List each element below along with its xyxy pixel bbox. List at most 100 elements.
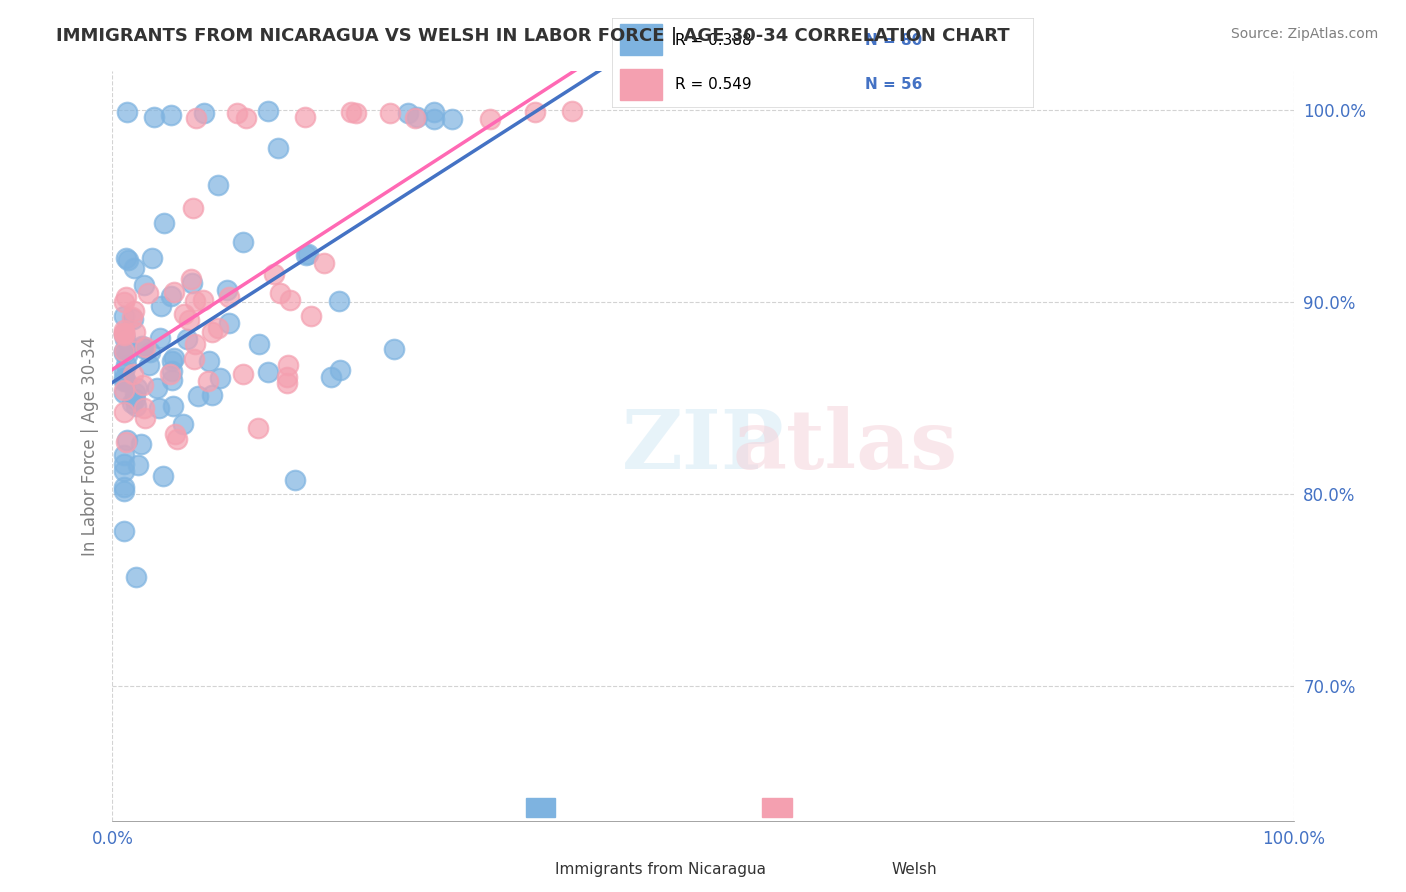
Point <box>276 370 298 384</box>
Point <box>124 385 146 400</box>
Point <box>201 325 224 339</box>
Point <box>141 251 163 265</box>
Point <box>115 433 138 447</box>
Point <box>423 112 446 126</box>
Point <box>423 105 446 120</box>
Point <box>136 285 159 300</box>
Text: Source: ZipAtlas.com: Source: ZipAtlas.com <box>1230 27 1378 41</box>
Point <box>207 178 229 193</box>
Point <box>112 371 135 385</box>
Point <box>139 344 162 359</box>
Point <box>263 267 285 281</box>
Point <box>124 325 146 339</box>
Point <box>114 358 136 372</box>
Point <box>181 201 204 215</box>
Point <box>112 295 135 310</box>
Point <box>112 364 135 378</box>
Point <box>121 396 143 410</box>
Point <box>524 105 547 120</box>
Point <box>235 111 257 125</box>
Point <box>112 328 135 343</box>
Point <box>125 399 148 413</box>
Point <box>193 105 215 120</box>
Text: atlas: atlas <box>733 406 957 486</box>
Point <box>148 401 170 415</box>
Point <box>122 303 145 318</box>
Point <box>404 112 426 126</box>
Point <box>207 321 229 335</box>
Point <box>115 434 138 449</box>
Point <box>382 343 405 357</box>
Point <box>184 293 207 308</box>
Point <box>160 354 183 368</box>
Point <box>162 399 184 413</box>
Point <box>232 235 254 250</box>
Point <box>112 326 135 341</box>
Point <box>329 363 352 377</box>
Point <box>112 343 135 358</box>
Point <box>294 248 316 262</box>
Point <box>115 290 138 304</box>
Text: Immigrants from Nicaragua: Immigrants from Nicaragua <box>555 863 766 877</box>
Point <box>187 388 209 402</box>
Point <box>328 293 350 308</box>
Point <box>125 570 148 584</box>
Point <box>153 216 176 230</box>
Point <box>112 375 135 389</box>
Text: IMMIGRANTS FROM NICARAGUA VS WELSH IN LABOR FORCE | AGE 30-34 CORRELATION CHART: IMMIGRANTS FROM NICARAGUA VS WELSH IN LA… <box>56 27 1010 45</box>
Point <box>112 448 135 462</box>
Point <box>299 310 322 324</box>
Point <box>181 276 204 290</box>
Point <box>134 411 156 425</box>
Point <box>112 386 135 401</box>
Point <box>124 392 146 406</box>
Point <box>197 374 219 388</box>
Point <box>176 332 198 346</box>
Point <box>146 381 169 395</box>
Point <box>112 310 135 324</box>
Point <box>115 104 138 119</box>
Point <box>163 427 186 442</box>
Point <box>114 251 136 265</box>
Point <box>179 313 201 327</box>
Point <box>160 364 183 378</box>
Point <box>159 108 181 122</box>
Point <box>198 354 221 368</box>
Point <box>166 432 188 446</box>
Point <box>115 348 138 362</box>
Point <box>378 106 401 120</box>
Point <box>134 340 156 354</box>
Point <box>112 343 135 358</box>
Point <box>112 323 135 337</box>
Bar <box>620 24 662 55</box>
Point <box>125 381 148 395</box>
Point <box>162 285 184 300</box>
Point <box>276 376 298 390</box>
Text: N = 56: N = 56 <box>865 78 922 92</box>
Text: ZIP: ZIP <box>621 406 785 486</box>
Point <box>246 421 269 435</box>
Point <box>149 331 172 345</box>
Text: N = 80: N = 80 <box>865 33 922 47</box>
Point <box>112 481 135 495</box>
Text: Welsh: Welsh <box>891 863 936 877</box>
Point <box>122 311 145 326</box>
Point <box>152 469 174 483</box>
Point <box>112 484 135 499</box>
Point <box>225 106 247 120</box>
Point <box>217 283 239 297</box>
Point <box>131 378 153 392</box>
Point <box>278 293 301 308</box>
Point <box>479 112 502 126</box>
Point <box>183 351 205 366</box>
Point <box>112 346 135 360</box>
Point <box>277 358 299 372</box>
Point <box>159 367 181 381</box>
Point <box>340 105 363 120</box>
Point <box>208 371 231 385</box>
Point <box>112 326 135 341</box>
Text: R = 0.388: R = 0.388 <box>675 33 751 47</box>
Point <box>218 316 240 330</box>
Point <box>561 103 583 118</box>
Point <box>184 337 207 351</box>
